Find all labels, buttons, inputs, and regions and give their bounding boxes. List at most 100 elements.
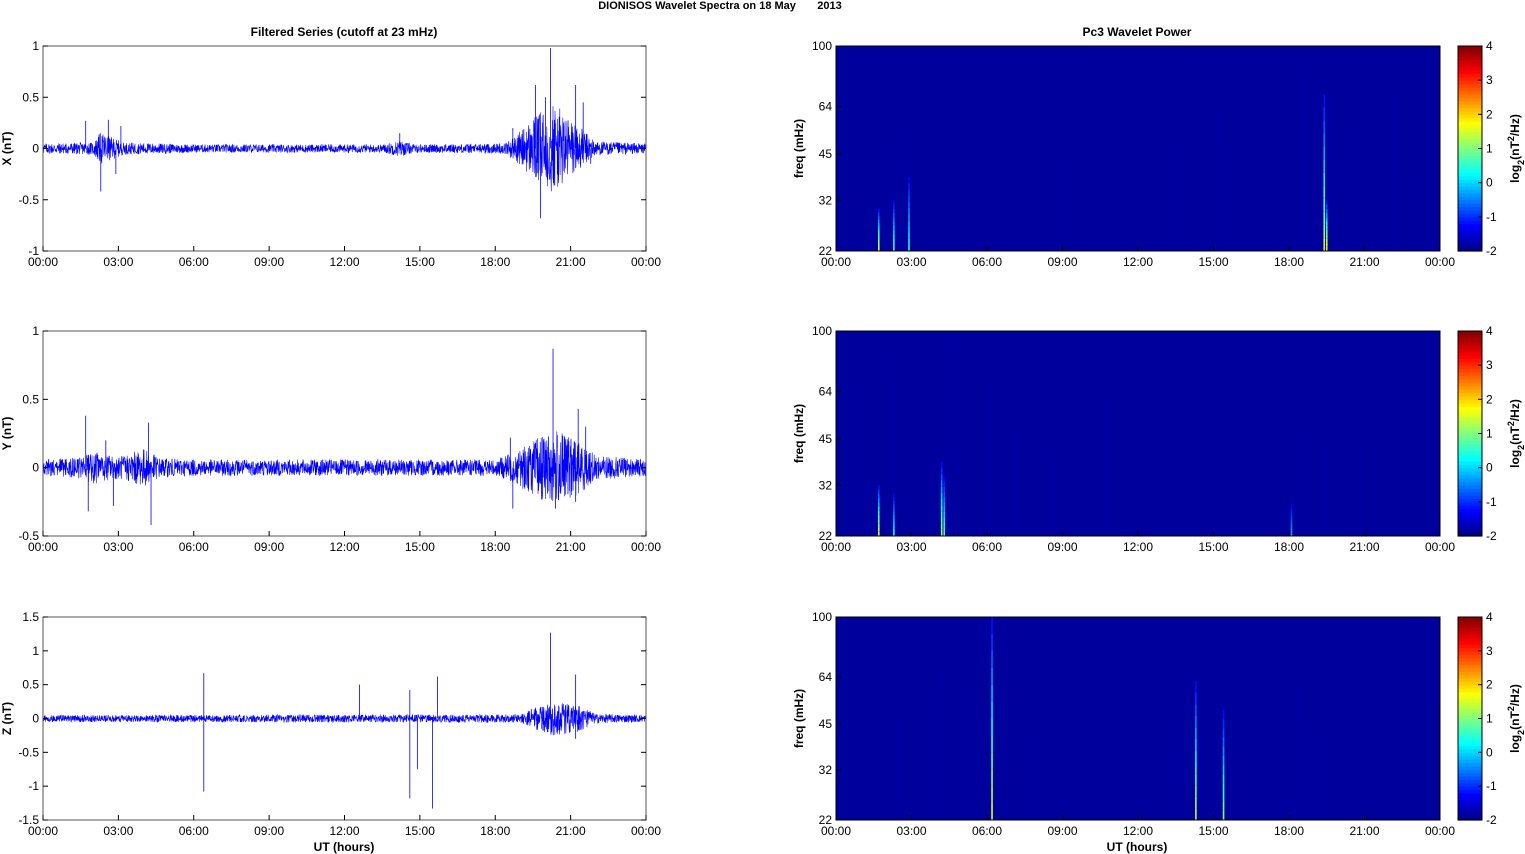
ytick-label: 22 [819, 244, 833, 258]
ylabel-z: Z (nT) [0, 702, 14, 735]
colorbar-segment [1458, 681, 1482, 686]
colorbar-tick-label: 1 [1486, 142, 1493, 156]
colorbar-segment [1458, 419, 1482, 424]
colorbar-segment [1458, 104, 1482, 109]
colorbar-segment [1458, 467, 1482, 472]
colorbar-tick-label: 2 [1486, 678, 1493, 692]
colorbar-segment [1458, 365, 1482, 370]
hm-xtick-label: 00:00 [1425, 540, 1455, 554]
colorbar-segment [1458, 721, 1482, 726]
colorbar-segment [1458, 93, 1482, 98]
ts-xtick-label: 03:00 [103, 824, 133, 838]
colorbar-segment [1458, 378, 1482, 383]
left-xlabel: UT (hours) [314, 840, 375, 854]
ylabel-freq: freq (mHz) [792, 689, 806, 748]
colorbar-segment [1458, 76, 1482, 81]
hm-xtick-label: 00:00 [821, 255, 851, 269]
colorbar-segment [1458, 196, 1482, 201]
colorbar-segment [1458, 247, 1482, 252]
ytick-label: 32 [819, 193, 833, 207]
colorbar-segment [1458, 375, 1482, 380]
ytick-label: 64 [819, 99, 833, 113]
colorbar-segment [1458, 477, 1482, 482]
colorbar-segment [1458, 701, 1482, 706]
colorbar-segment [1458, 694, 1482, 699]
colorbar-segment [1458, 121, 1482, 126]
colorbar-tick-label: -2 [1486, 813, 1497, 827]
ytick-label: 1 [32, 644, 39, 658]
ts-xtick-label: 03:00 [103, 540, 133, 554]
colorbar-segment [1458, 792, 1482, 797]
colorbar-segment [1458, 56, 1482, 61]
colorbar-segment [1458, 406, 1482, 411]
colorbar-segment [1458, 124, 1482, 129]
hm-xtick-label: 15:00 [1198, 255, 1228, 269]
right-xlabel: UT (hours) [1107, 840, 1168, 854]
colorbar-segment [1458, 718, 1482, 723]
colorbar-segment [1458, 73, 1482, 78]
colorbar-segment [1458, 512, 1482, 517]
ts-xtick-label: 21:00 [556, 255, 586, 269]
ytick-label: 0.5 [22, 90, 39, 104]
ylabel-freq: freq (mHz) [792, 119, 806, 178]
colorbar-tick-label: 3 [1486, 358, 1493, 372]
timeseries-y: 10.50-0.500:00 03:00 06:00 09:00 12:00 15:00 1… [0, 324, 661, 554]
ytick-label: 0 [32, 461, 39, 475]
colorbar-tick-label: 2 [1486, 392, 1493, 406]
colorbar-tick-label: 4 [1486, 39, 1493, 53]
colorbar-segment [1458, 334, 1482, 339]
ytick-label: 0 [32, 142, 39, 156]
colorbar-segment [1458, 640, 1482, 645]
colorbar-segment [1458, 742, 1482, 747]
colorbar-segment [1458, 630, 1482, 635]
colorbar-segment [1458, 779, 1482, 784]
colorbar-segment [1458, 128, 1482, 133]
colorbar-segment [1458, 182, 1482, 187]
colorbar-segment [1458, 799, 1482, 804]
colorbar-segment [1458, 80, 1482, 85]
colorbar-segment [1458, 206, 1482, 211]
colorbar-segment [1458, 644, 1482, 649]
colorbar-segment [1458, 341, 1482, 346]
ytick-label: -0.5 [18, 745, 39, 759]
ts-xtick-label: 00:00 [28, 255, 58, 269]
colorbar-segment [1458, 508, 1482, 513]
ts-xtick-label: 00:00 [631, 540, 661, 554]
colorbar-segment [1458, 223, 1482, 228]
hm-xtick-label: 18:00 [1274, 824, 1304, 838]
colorbar-segment [1458, 471, 1482, 476]
colorbar-segment [1458, 776, 1482, 780]
signal-trace-y [42, 431, 647, 502]
ytick-label: -1.5 [18, 813, 39, 827]
ytick-label: 22 [819, 529, 833, 543]
colorbar-segment [1458, 501, 1482, 506]
colorbar-segment [1458, 433, 1482, 438]
colorbar-segment [1458, 633, 1482, 638]
colorbar: 4 3 2 1 0 -1 -2 log2(nT2/Hz) [1457, 610, 1525, 827]
ytick-label: -0.5 [18, 529, 39, 543]
colorbar-segment [1458, 738, 1482, 743]
colorbar-segment [1458, 162, 1482, 167]
ytick-label: 1 [32, 39, 39, 53]
colorbar-segment [1458, 460, 1482, 465]
colorbar-tick-label: -1 [1486, 210, 1497, 224]
hm-xtick-label: 00:00 [821, 824, 851, 838]
colorbar-segment [1458, 382, 1482, 387]
power-background [836, 331, 1440, 536]
colorbar-segment [1458, 244, 1482, 249]
colorbar-segment [1458, 141, 1482, 146]
colorbar-segment [1458, 518, 1482, 523]
hm-xtick-label: 18:00 [1274, 255, 1304, 269]
colorbar-segment [1458, 715, 1482, 720]
hm-xtick-label: 06:00 [972, 255, 1002, 269]
colorbar-segment [1458, 169, 1482, 174]
ts-xtick-label: 21:00 [556, 824, 586, 838]
colorbar-segment [1458, 677, 1482, 682]
colorbar: 4 3 2 1 0 -1 -2 log2(nT2/Hz) [1457, 39, 1525, 258]
timeseries-z: 1.510.50-0.5-1-1.500:00 03:00 06:00 09:00 12… [0, 610, 661, 838]
colorbar-segment [1458, 179, 1482, 184]
colorbar-segment [1458, 440, 1482, 445]
colorbar-segment [1458, 809, 1482, 814]
